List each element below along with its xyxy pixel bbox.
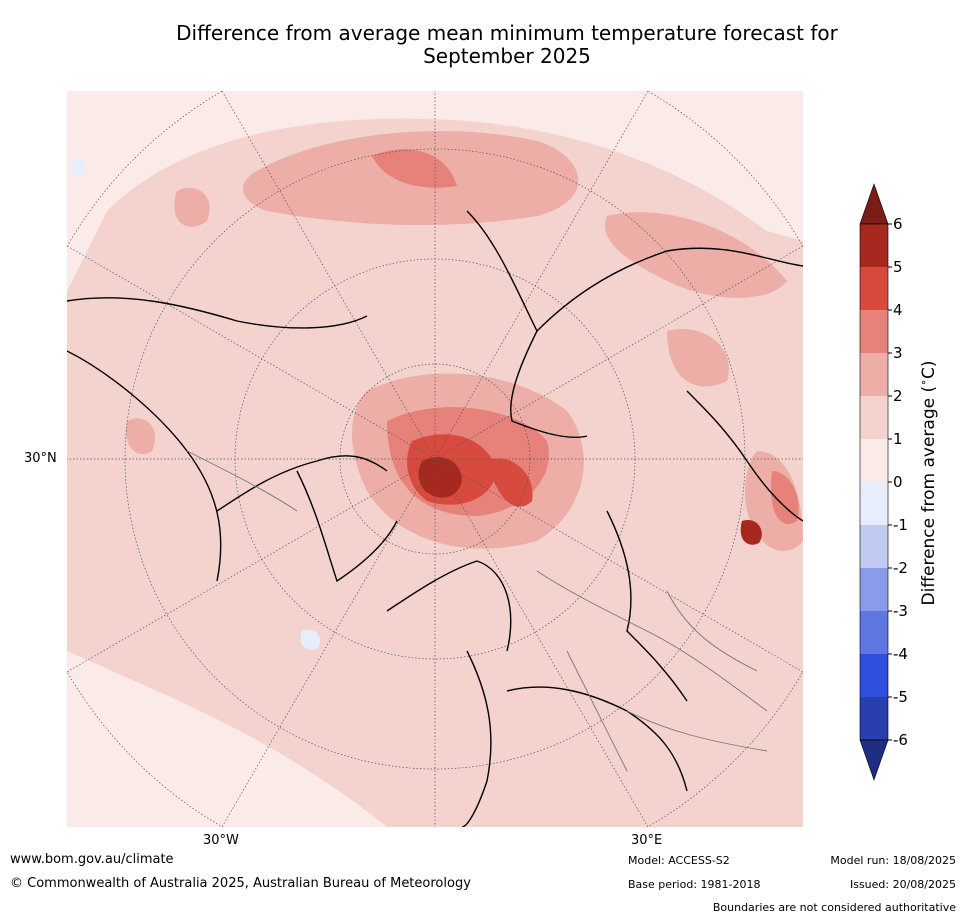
colorbar-tick-label: 0 [893,473,903,491]
base-period: Base period: 1981-2018 [628,878,761,891]
colorbar-tick-label: 5 [893,258,903,276]
colorbar-band [860,611,888,654]
colorbar-tick-label: -1 [893,516,908,534]
country-borders [186,450,768,772]
colorbar-band [860,525,888,568]
colorbar-bands [859,183,889,781]
colorbar-band [860,697,888,740]
colorbar-tick-label: -4 [893,645,908,663]
anomaly-region-3-4-north [372,149,457,188]
issued-date: Issued: 20/08/2025 [849,878,956,891]
polar-anomaly-map [67,91,803,827]
colorbar-band [860,654,888,697]
colorbar-band [860,267,888,310]
title-line-2: September 2025 [423,44,591,68]
colorbar-label: Difference from average (∘C) [917,360,939,605]
colorbar-tick-label: 2 [893,387,903,405]
anomaly-region-2-3-atlantic [126,418,156,455]
longitude-label-30w: 30°W [203,833,239,848]
anomaly-region-2-3-east [605,212,787,298]
colorbar-band [860,353,888,396]
anomaly-region-5-6-asia [740,520,762,545]
anomaly-region-2-3-west [174,187,210,227]
title-line-1: Difference from average mean minimum tem… [176,21,838,45]
anomaly-region-4-5-barents [487,458,533,507]
colorbar-label-main: Difference from average ( [918,385,939,606]
colorbar-band [860,396,888,439]
anomaly-region-3-4-asia [771,471,799,524]
anomaly-region-neg-2 [71,158,87,178]
colorbar-tick-label: -3 [893,602,908,620]
anomaly-region-neg [300,629,321,650]
map-title: Difference from average mean minimum tem… [67,22,947,68]
colorbar-label-unit: C) [918,360,939,379]
colorbar-tick-label: 4 [893,301,903,319]
anomaly-region-2-3-siberia [667,329,729,387]
coastlines [67,210,803,827]
copyright-notice: © Commonwealth of Australia 2025, Austra… [10,876,471,891]
colorbar-label-degree: ∘ [917,378,931,386]
boundaries-disclaimer: Boundaries are not considered authoritat… [712,901,956,914]
colorbar-tick-label: 3 [893,344,903,362]
anomaly-region-1-2-south [578,634,803,827]
colorbar-tick-label: 6 [893,215,903,233]
colorbar: 6 5 4 3 2 1 0 -1 -2 -3 -4 -5 -6 [859,183,908,781]
colorbar-under-triangle [859,739,889,781]
colorbar-tick-label: -6 [893,731,908,749]
colorbar-band [860,568,888,611]
longitude-label-30e: 30°E [631,833,663,848]
website-link[interactable]: www.bom.gov.au/climate [10,852,174,867]
model-run: Model run: 18/08/2025 [830,854,956,867]
colorbar-tick-label: -2 [893,559,908,577]
colorbar-band [860,310,888,353]
latitude-label-30n: 30°N [24,451,57,466]
colorbar-tick-label: -5 [893,688,908,706]
model-info: Model: ACCESS-S2 [628,854,730,867]
colorbar-band [860,224,888,267]
colorbar-band [860,482,888,525]
colorbar-tick-label: 1 [893,430,903,448]
colorbar-band [860,439,888,482]
colorbar-over-triangle [859,183,889,225]
colorbar-ticks: 6 5 4 3 2 1 0 -1 -2 -3 -4 -5 -6 [888,215,908,749]
